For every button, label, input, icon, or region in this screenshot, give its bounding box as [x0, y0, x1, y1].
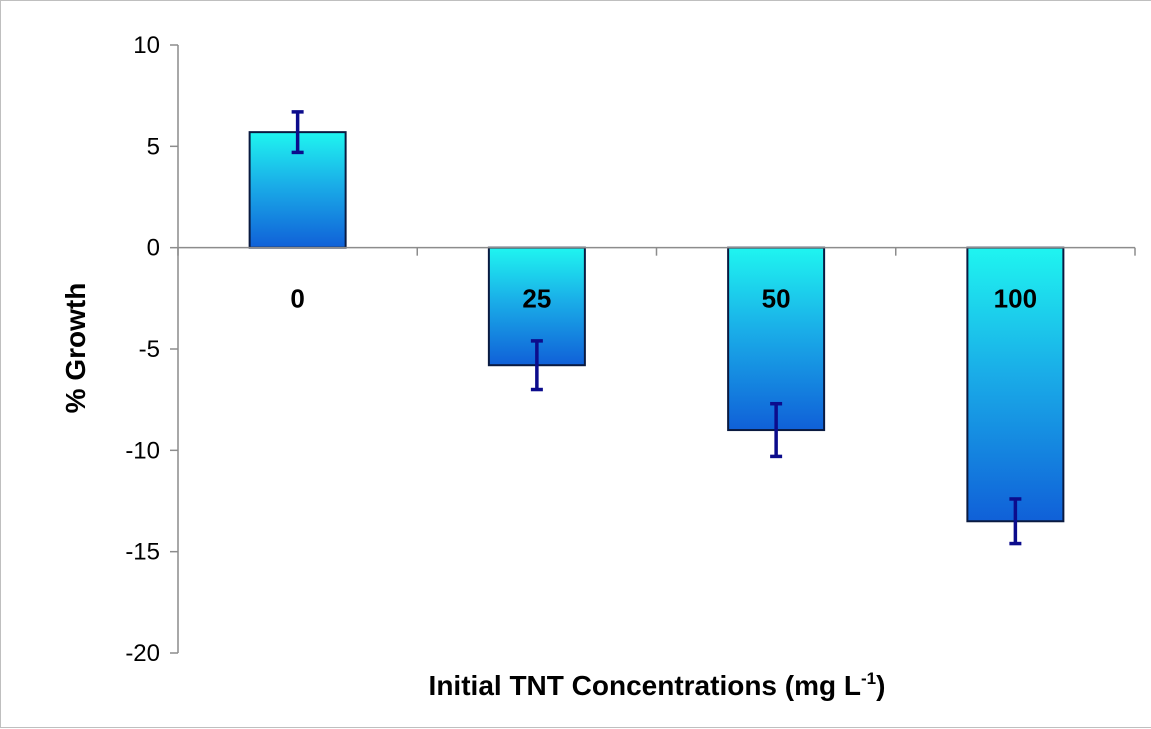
y-tick-label: 0 — [147, 235, 160, 262]
y-tick-label: 5 — [147, 133, 160, 160]
error-bar-25 — [530, 339, 543, 392]
error-bars-layer — [291, 110, 1022, 546]
error-bar-100 — [1009, 497, 1022, 546]
category-label-50: 50 — [762, 284, 791, 314]
bar-100 — [966, 246, 1065, 523]
x-axis-title-end: ) — [876, 670, 885, 701]
x-axis-title: Initial TNT Concentrations (mg L-1) — [429, 669, 886, 701]
y-tick-label: -20 — [125, 640, 160, 667]
x-axis-title-superscript: -1 — [861, 669, 876, 688]
bars-layer — [248, 131, 1065, 523]
y-axis-title: % Growth — [60, 283, 91, 414]
axes-layer — [170, 44, 1136, 654]
category-label-0: 0 — [290, 284, 304, 314]
x-axis-title-main: Initial TNT Concentrations (mg L — [429, 670, 861, 701]
category-label-25: 25 — [522, 284, 551, 314]
y-tick-label: 10 — [133, 32, 160, 59]
y-tick-label: -15 — [125, 539, 160, 566]
error-bar-0 — [291, 110, 304, 155]
category-label-100: 100 — [994, 284, 1037, 314]
y-tick-label: -5 — [139, 336, 160, 363]
y-tick-label: -10 — [125, 437, 160, 464]
error-bar-50 — [770, 401, 783, 459]
